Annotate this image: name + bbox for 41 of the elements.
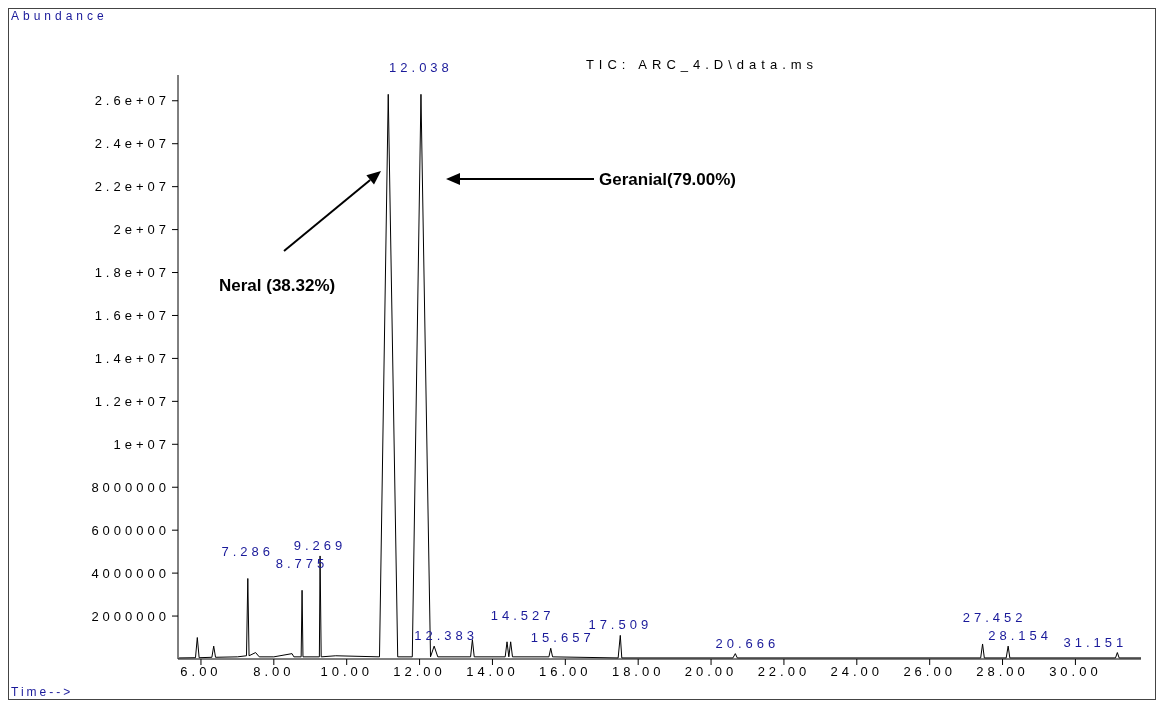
x-tick-label: 24.00 (830, 664, 884, 680)
y-axis-title: Abundance (11, 9, 108, 23)
x-tick-label: 22.00 (757, 664, 811, 680)
x-tick-label: 28.00 (976, 664, 1029, 680)
annotation: Neral (38.32%) (219, 276, 336, 295)
y-tick-label: 6000000 (91, 522, 170, 538)
y-tick-label: 1.4e+07 (94, 351, 170, 367)
x-tick-label: 26.00 (903, 664, 956, 680)
y-tick-label: 2.6e+07 (94, 93, 170, 109)
chart-title: TIC: ARC_4.D\data.ms (585, 57, 819, 72)
annotation: 14.527 (490, 607, 555, 623)
x-tick-label: 10.00 (320, 664, 373, 680)
x-tick-label: 20.00 (684, 664, 738, 680)
annotation: 31.151 (1063, 634, 1128, 650)
annotation: 7.286 (221, 544, 275, 560)
y-tick-label: 2.2e+07 (94, 179, 170, 195)
x-tick-label: 6.00 (180, 664, 222, 680)
y-tick-label: 8000000 (91, 479, 170, 495)
x-tick-label: 18.00 (611, 664, 665, 680)
x-tick-label: 14.00 (466, 664, 519, 680)
x-tick-label: 8.00 (253, 664, 295, 680)
y-tick-label: 2000000 (91, 608, 170, 624)
x-tick-label: 16.00 (539, 664, 592, 680)
y-tick-label: 1.2e+07 (94, 393, 170, 409)
annotation: 20.666 (715, 635, 780, 651)
annotation: 28.154 (988, 628, 1053, 644)
x-axis-title: Time--> (11, 685, 74, 699)
y-tick-label: 1.8e+07 (94, 265, 170, 281)
annotation: 27.452 (962, 609, 1027, 625)
y-tick-label: 2e+07 (113, 222, 170, 238)
y-tick-label: 1.6e+07 (94, 308, 170, 324)
annotation: Geranial(79.00%) (599, 170, 737, 189)
annotation: 15.657 (530, 630, 595, 646)
annotation: 9.269 (293, 537, 347, 553)
x-tick-label: 12.00 (393, 664, 446, 680)
y-tick-label: 1e+07 (113, 436, 170, 452)
annotation: 17.509 (588, 617, 653, 633)
y-tick-label: 4000000 (91, 565, 170, 581)
annotation: 12.038 (389, 60, 453, 76)
y-tick-label: 2.4e+07 (94, 136, 170, 152)
x-tick-label: 30.00 (1049, 664, 1102, 680)
